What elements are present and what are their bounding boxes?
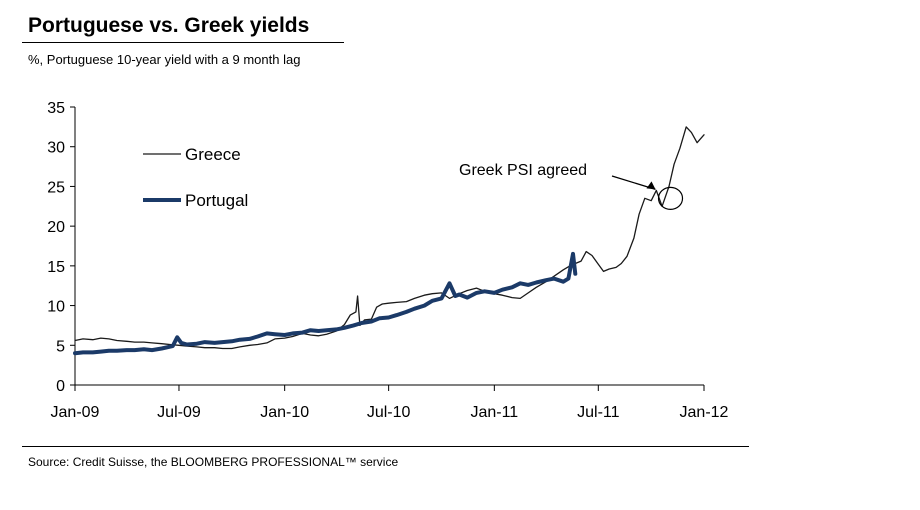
y-tick-label: 5 bbox=[56, 338, 65, 355]
annotation-circle bbox=[657, 186, 684, 210]
legend-label-greece: Greece bbox=[185, 145, 241, 164]
legend-label-portugal: Portugal bbox=[185, 191, 248, 210]
y-tick-label: 15 bbox=[47, 259, 65, 276]
chart-title: Portuguese vs. Greek yields bbox=[28, 14, 310, 37]
annotation-arrowhead bbox=[646, 181, 656, 190]
series-layer bbox=[73, 126, 705, 356]
series-line-portugal bbox=[73, 251, 578, 356]
x-tick-label: Jul-11 bbox=[577, 404, 619, 421]
annotation-layer: Greek PSI agreed bbox=[459, 162, 684, 210]
source-note: Source: Credit Suisse, the BLOOMBERG PRO… bbox=[28, 455, 399, 469]
x-tick-label: Jan-12 bbox=[680, 404, 729, 421]
x-tick-label: Jan-11 bbox=[470, 404, 518, 421]
chart-subtitle: %, Portuguese 10-year yield with a 9 mon… bbox=[28, 52, 301, 67]
y-tick-label: 25 bbox=[47, 179, 65, 196]
y-tick-label: 0 bbox=[56, 378, 65, 395]
x-tick-label: Jan-10 bbox=[260, 404, 309, 421]
y-tick-label: 30 bbox=[47, 140, 65, 157]
x-tick-label: Jul-10 bbox=[367, 404, 411, 421]
x-tick-label: Jan-09 bbox=[51, 404, 100, 421]
footer-rule bbox=[22, 446, 749, 447]
title-underline bbox=[22, 42, 344, 43]
annotation-label: Greek PSI agreed bbox=[459, 162, 587, 179]
y-tick-label: 20 bbox=[47, 219, 65, 236]
chart-legend: Greece Portugal bbox=[143, 145, 248, 210]
y-tick-label: 10 bbox=[47, 299, 65, 316]
chart-axes: 0 5 10 15 20 25 30 35 Jan-09 Jul-09 Jan-10 Jul-10 Ja… bbox=[47, 100, 728, 421]
series-line-greece bbox=[74, 126, 705, 350]
y-tick-label: 35 bbox=[47, 100, 65, 117]
x-tick-label: Jul-09 bbox=[157, 404, 201, 421]
